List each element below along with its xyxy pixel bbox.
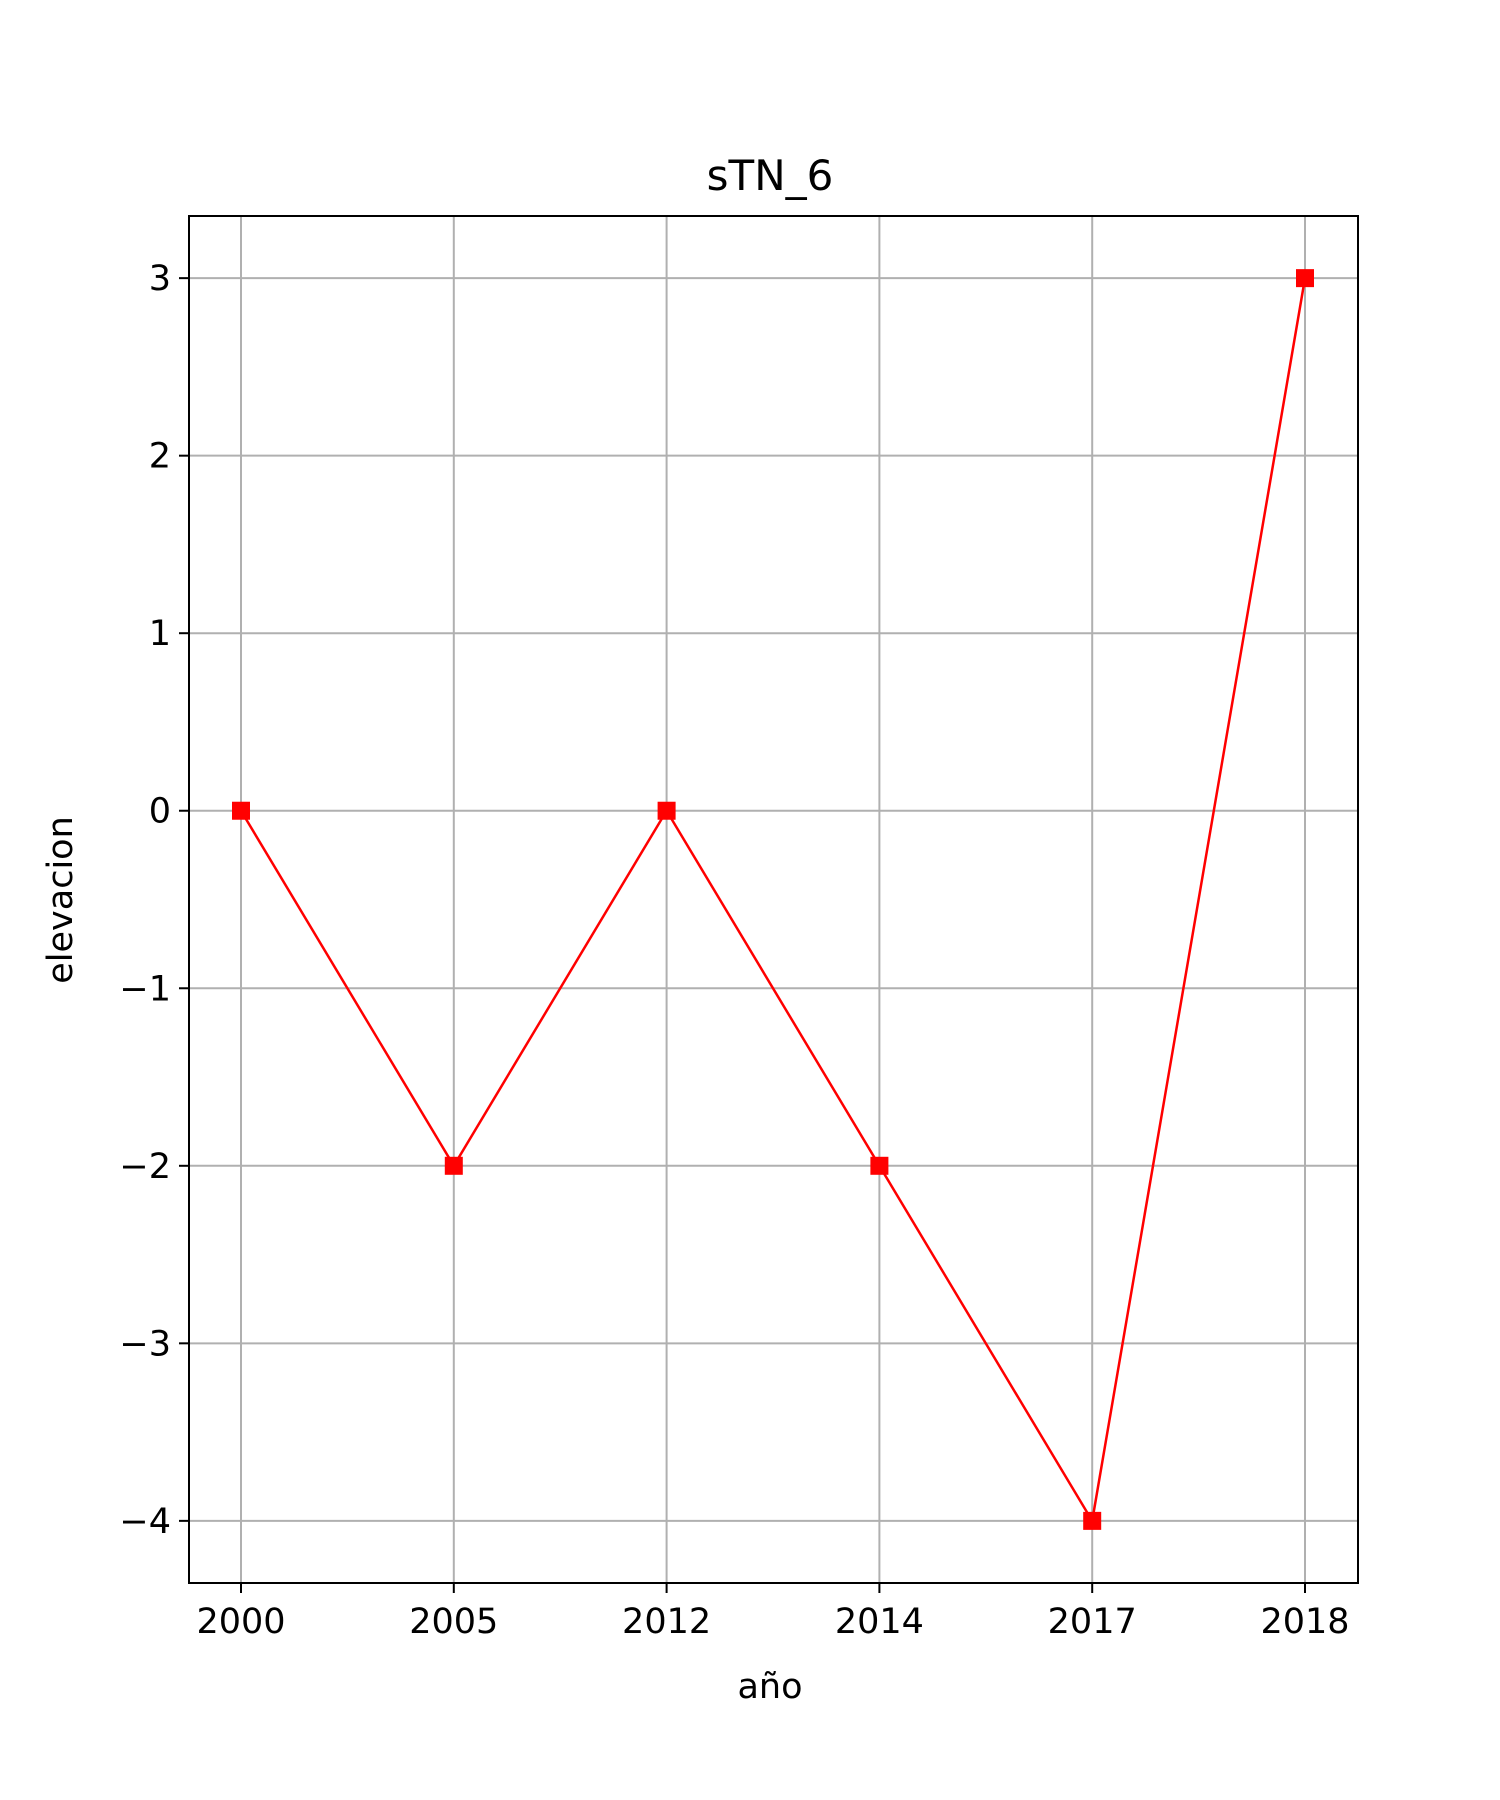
y-tick-label: −2	[119, 1147, 171, 1187]
x-axis-title: año	[737, 1667, 802, 1707]
data-point-marker	[444, 1156, 463, 1175]
data-point-marker	[232, 801, 250, 820]
ticks: 2000 2005 2012 2014 2017 2018 3 2 1 0 −1 −2 −3 −4	[119, 259, 1349, 1642]
x-tick-label: 2017	[1048, 1602, 1137, 1642]
y-tick-label: −3	[119, 1324, 171, 1364]
x-tick-label: 2018	[1260, 1602, 1349, 1642]
data-point-marker	[870, 1156, 889, 1175]
y-axis-title: elevacion	[41, 816, 81, 984]
chart-title: sTN_6	[707, 151, 834, 200]
y-tick-label: −1	[119, 969, 171, 1009]
x-tick-label: 2012	[622, 1602, 711, 1642]
axes-frame	[188, 215, 1359, 1584]
data-point-marker	[657, 801, 676, 820]
y-tick-label: 2	[149, 437, 171, 477]
x-tick-label: 2000	[196, 1602, 285, 1642]
y-tick-label: −4	[119, 1502, 171, 1542]
data-point-marker	[1296, 269, 1314, 288]
x-tick-label: 2005	[409, 1602, 498, 1642]
x-tick-label: 2014	[835, 1602, 924, 1642]
series-line	[239, 277, 1307, 1523]
grid	[189, 216, 1358, 1583]
axes-border	[188, 215, 1359, 1584]
y-tick-label: 3	[149, 259, 171, 299]
y-tick-label: 0	[149, 792, 171, 832]
series-layer	[232, 269, 1314, 1530]
y-tick-label: 1	[149, 614, 171, 654]
data-point-marker	[1083, 1511, 1102, 1530]
